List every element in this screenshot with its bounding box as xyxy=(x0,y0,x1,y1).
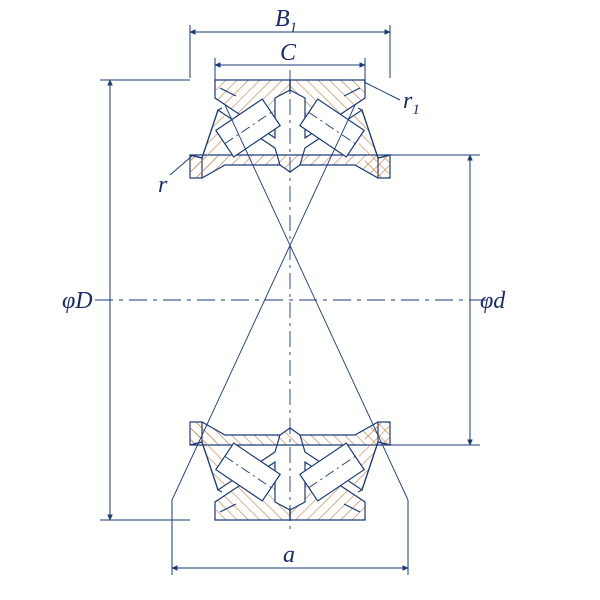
leader-r xyxy=(170,156,192,175)
leader-r1 xyxy=(364,82,400,100)
label-B1: B1 xyxy=(275,6,297,36)
label-r1: r1 xyxy=(403,88,420,118)
label-C: C xyxy=(280,40,297,66)
bearing-diagram: φD φd B1 C a xyxy=(0,0,600,600)
label-phid: φd xyxy=(480,288,506,314)
label-r: r xyxy=(158,172,168,198)
label-phiD: φD xyxy=(62,288,93,314)
label-a: a xyxy=(283,542,295,568)
